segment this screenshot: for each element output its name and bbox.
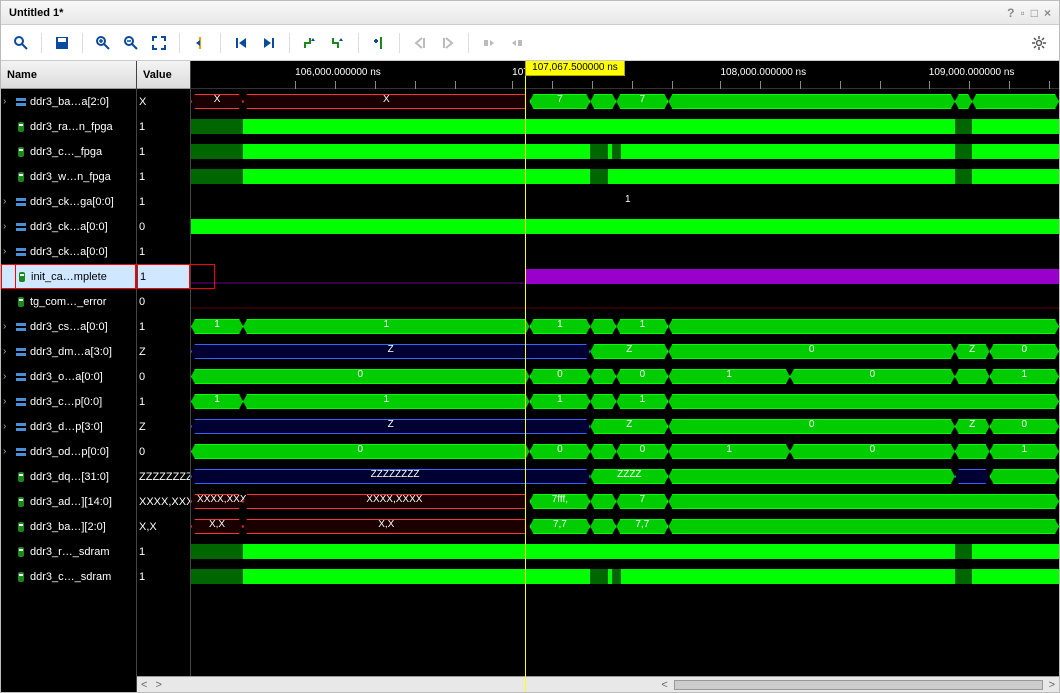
value-header[interactable]: Value — [137, 61, 190, 89]
waveform-row[interactable]: 1 — [191, 189, 1059, 214]
ruler-tick: 106,000.000000 ns — [295, 67, 381, 78]
minimize-icon[interactable]: ▫ — [1020, 6, 1024, 20]
signal-name-row[interactable]: ddr3_dq…[31:0] — [1, 464, 136, 489]
save-icon[interactable] — [50, 31, 74, 55]
zoom-in-icon[interactable] — [91, 31, 115, 55]
add-marker-icon[interactable] — [367, 31, 391, 55]
signal-value-cell[interactable]: 1 — [137, 264, 190, 289]
signal-value-cell[interactable]: XXXX,XXXX — [137, 489, 190, 514]
signal-name-row[interactable]: ›ddr3_ba…a[2:0] — [1, 89, 136, 114]
toolbar — [1, 25, 1059, 61]
signal-value-cell[interactable]: Z — [137, 414, 190, 439]
waveform-row[interactable]: ZZ0Z0 — [191, 414, 1059, 439]
waveform-row[interactable]: X,XX,X7,77,7 — [191, 514, 1059, 539]
signal-value-cell[interactable]: ZZZZZZZZ — [137, 464, 190, 489]
signal-value-cell[interactable]: 1 — [137, 189, 190, 214]
main-content: Name ›ddr3_ba…a[2:0]ddr3_ra…n_fpgaddr3_c… — [1, 61, 1059, 692]
next-trans-icon[interactable] — [326, 31, 350, 55]
zoom-fit-icon[interactable] — [147, 31, 171, 55]
h-scrollbar[interactable]: < > < > — [137, 676, 1059, 692]
signal-name-row[interactable]: ddr3_ad…][14:0] — [1, 489, 136, 514]
toggle-right-icon[interactable] — [505, 31, 529, 55]
signal-value-cell[interactable]: 1 — [137, 564, 190, 589]
signal-name-row[interactable]: ›ddr3_c…p[0:0] — [1, 389, 136, 414]
signal-value-cell[interactable]: 0 — [137, 214, 190, 239]
waveform-row[interactable]: XXXX,XXXXXXXX,XXXX7fff,7 — [191, 489, 1059, 514]
search-icon[interactable] — [9, 31, 33, 55]
zoom-out-icon[interactable] — [119, 31, 143, 55]
signal-name-row[interactable]: tg_com…_error — [1, 289, 136, 314]
goto-cursor-icon[interactable] — [188, 31, 212, 55]
signal-value-cell[interactable]: 0 — [137, 289, 190, 314]
name-header[interactable]: Name — [1, 61, 136, 89]
waveform-row[interactable] — [191, 239, 1059, 264]
signal-name-row[interactable]: ›ddr3_dm…a[3:0] — [1, 339, 136, 364]
signal-value-cell[interactable]: X — [137, 89, 190, 114]
window-title: Untitled 1* — [9, 7, 63, 19]
waveform-row[interactable] — [191, 114, 1059, 139]
prev-trans-icon[interactable] — [298, 31, 322, 55]
ruler-tick: 108,000.000000 ns — [720, 67, 806, 78]
signal-value-cell[interactable]: 1 — [137, 164, 190, 189]
signal-name-row[interactable]: ddr3_r…_sdram — [1, 539, 136, 564]
cursor-badge[interactable]: 107,067.500000 ns — [525, 61, 625, 76]
waveform-row[interactable]: 000101 — [191, 439, 1059, 464]
signal-name-row[interactable]: ›ddr3_ck…a[0:0] — [1, 239, 136, 264]
signal-value-cell[interactable]: 1 — [137, 314, 190, 339]
waveform-row[interactable]: ZZZZZZZZZZZZ — [191, 464, 1059, 489]
signal-value-cell[interactable]: 1 — [137, 539, 190, 564]
maximize-icon[interactable]: □ — [1031, 6, 1038, 20]
signal-name-row[interactable]: ›ddr3_ck…a[0:0] — [1, 214, 136, 239]
signal-name-row[interactable]: ›ddr3_ck…ga[0:0] — [1, 189, 136, 214]
waveform-row[interactable] — [191, 164, 1059, 189]
waveform-row[interactable]: 1111 — [191, 314, 1059, 339]
signal-value-cell[interactable]: Z — [137, 339, 190, 364]
signal-value-cell[interactable]: 0 — [137, 364, 190, 389]
signal-name-row[interactable]: ›ddr3_od…p[0:0] — [1, 439, 136, 464]
signal-name-row[interactable]: ddr3_w…n_fpga — [1, 164, 136, 189]
step-end-icon[interactable] — [257, 31, 281, 55]
signal-value-cell[interactable]: 1 — [137, 239, 190, 264]
waveform-row[interactable] — [191, 564, 1059, 589]
signal-name-row[interactable]: ›ddr3_d…p[3:0] — [1, 414, 136, 439]
signal-name-row[interactable]: ›ddr3_cs…a[0:0] — [1, 314, 136, 339]
signal-name-row[interactable]: init_ca…mplete — [1, 264, 136, 289]
waveform-row[interactable] — [191, 139, 1059, 164]
signal-name-row[interactable]: ddr3_c…_sdram — [1, 564, 136, 589]
waveform-row[interactable] — [191, 214, 1059, 239]
help-icon[interactable]: ? — [1007, 6, 1014, 20]
waveform-row[interactable] — [191, 289, 1059, 314]
signal-name-row[interactable]: ddr3_c…_fpga — [1, 139, 136, 164]
value-column: Value X111101101Z01Z0ZZZZZZZZXXXX,XXXXX,… — [137, 61, 191, 692]
waveform-row[interactable] — [191, 539, 1059, 564]
titlebar: Untitled 1* ? ▫ □ × — [1, 1, 1059, 25]
cursor-line[interactable] — [525, 61, 526, 692]
ruler-tick: 109,000.000000 ns — [929, 67, 1015, 78]
settings-icon[interactable] — [1027, 31, 1051, 55]
waveform-row[interactable]: 000101 — [191, 364, 1059, 389]
signal-value-cell[interactable]: 1 — [137, 389, 190, 414]
signal-value-cell[interactable]: 1 — [137, 114, 190, 139]
toggle-left-icon[interactable] — [477, 31, 501, 55]
name-column: Name ›ddr3_ba…a[2:0]ddr3_ra…n_fpgaddr3_c… — [1, 61, 137, 692]
waveform-row[interactable]: 1111 — [191, 389, 1059, 414]
signal-name-row[interactable]: ddr3_ra…n_fpga — [1, 114, 136, 139]
signal-name-row[interactable]: ddr3_ba…][2:0] — [1, 514, 136, 539]
signal-value-cell[interactable]: 1 — [137, 139, 190, 164]
step-start-icon[interactable] — [229, 31, 253, 55]
swap-left-icon[interactable] — [408, 31, 432, 55]
waveform-row[interactable] — [191, 264, 1059, 289]
waveform-area[interactable]: 107,067.500000 ns 106,000.000000 ns107,0… — [191, 61, 1059, 692]
waveform-row[interactable]: XX77 — [191, 89, 1059, 114]
time-ruler[interactable]: 107,067.500000 ns 106,000.000000 ns107,0… — [191, 61, 1059, 89]
swap-right-icon[interactable] — [436, 31, 460, 55]
signal-value-cell[interactable]: X,X — [137, 514, 190, 539]
signal-name-row[interactable]: ›ddr3_o…a[0:0] — [1, 364, 136, 389]
close-icon[interactable]: × — [1044, 6, 1051, 20]
waveform-row[interactable]: ZZ0Z0 — [191, 339, 1059, 364]
signal-value-cell[interactable]: 0 — [137, 439, 190, 464]
